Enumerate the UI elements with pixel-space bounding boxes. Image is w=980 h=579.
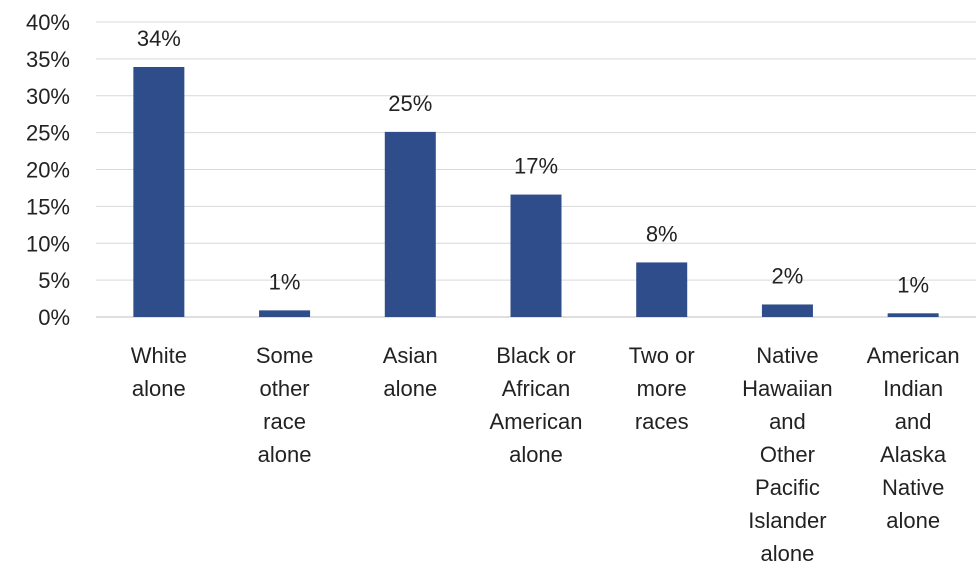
- x-tick-label: alone: [886, 508, 940, 533]
- bar: [510, 194, 562, 317]
- x-tick-label: races: [635, 409, 689, 434]
- x-tick-label: Asian: [383, 343, 438, 368]
- x-tick-label: Native: [882, 475, 944, 500]
- y-tick-label: 35%: [26, 47, 70, 72]
- bars: [133, 66, 939, 317]
- x-tick-label: American: [867, 343, 960, 368]
- x-tick-label: alone: [132, 376, 186, 401]
- data-label: 2%: [772, 263, 804, 288]
- x-tick-label: more: [637, 376, 687, 401]
- data-label: 8%: [646, 221, 678, 246]
- y-tick-label: 40%: [26, 10, 70, 35]
- x-tick-label: Other: [760, 442, 815, 467]
- x-tick-label: Indian: [883, 376, 943, 401]
- y-tick-label: 5%: [38, 268, 70, 293]
- y-tick-label: 15%: [26, 194, 70, 219]
- x-tick-label: and: [895, 409, 932, 434]
- data-labels: 34% 1% 25% 17% 8% 2% 1%: [137, 26, 929, 297]
- bar: [259, 310, 311, 317]
- data-label: 1%: [897, 272, 929, 297]
- y-tick-label: 30%: [26, 84, 70, 109]
- x-tick-label: African: [502, 376, 570, 401]
- data-label: 34%: [137, 26, 181, 51]
- x-tick-label: alone: [383, 376, 437, 401]
- y-tick-label: 25%: [26, 121, 70, 146]
- y-tick-label: 20%: [26, 158, 70, 183]
- x-tick-label: alone: [761, 541, 815, 566]
- x-tick-label: Some: [256, 343, 313, 368]
- bar: [133, 66, 185, 317]
- x-tick-label: Pacific: [755, 475, 820, 500]
- x-axis-labels: White alone Some other race alone Asian alone Bl…: [131, 343, 960, 566]
- x-tick-label: alone: [258, 442, 312, 467]
- x-tick-label: alone: [509, 442, 563, 467]
- y-tick-label: 0%: [38, 305, 70, 330]
- x-tick-label: race: [263, 409, 306, 434]
- data-label: 25%: [388, 91, 432, 116]
- x-tick-label: American: [490, 409, 583, 434]
- y-axis-ticks: 0% 5% 10% 15% 20% 25% 30% 35% 40%: [26, 10, 70, 330]
- x-tick-label: White: [131, 343, 187, 368]
- x-tick-label: Black or: [496, 343, 575, 368]
- gridlines: [96, 21, 976, 318]
- x-tick-label: Two or: [629, 343, 695, 368]
- data-label: 17%: [514, 154, 558, 179]
- bar: [384, 131, 436, 317]
- x-tick-label: Native: [756, 343, 818, 368]
- bar: [636, 262, 688, 317]
- x-tick-label: Islander: [748, 508, 826, 533]
- x-tick-label: and: [769, 409, 806, 434]
- data-label: 1%: [269, 269, 301, 294]
- x-tick-label: Hawaiian: [742, 376, 833, 401]
- x-tick-label: Alaska: [880, 442, 947, 467]
- bar: [761, 304, 813, 317]
- y-tick-label: 10%: [26, 231, 70, 256]
- x-tick-label: other: [259, 376, 309, 401]
- bar: [887, 313, 939, 317]
